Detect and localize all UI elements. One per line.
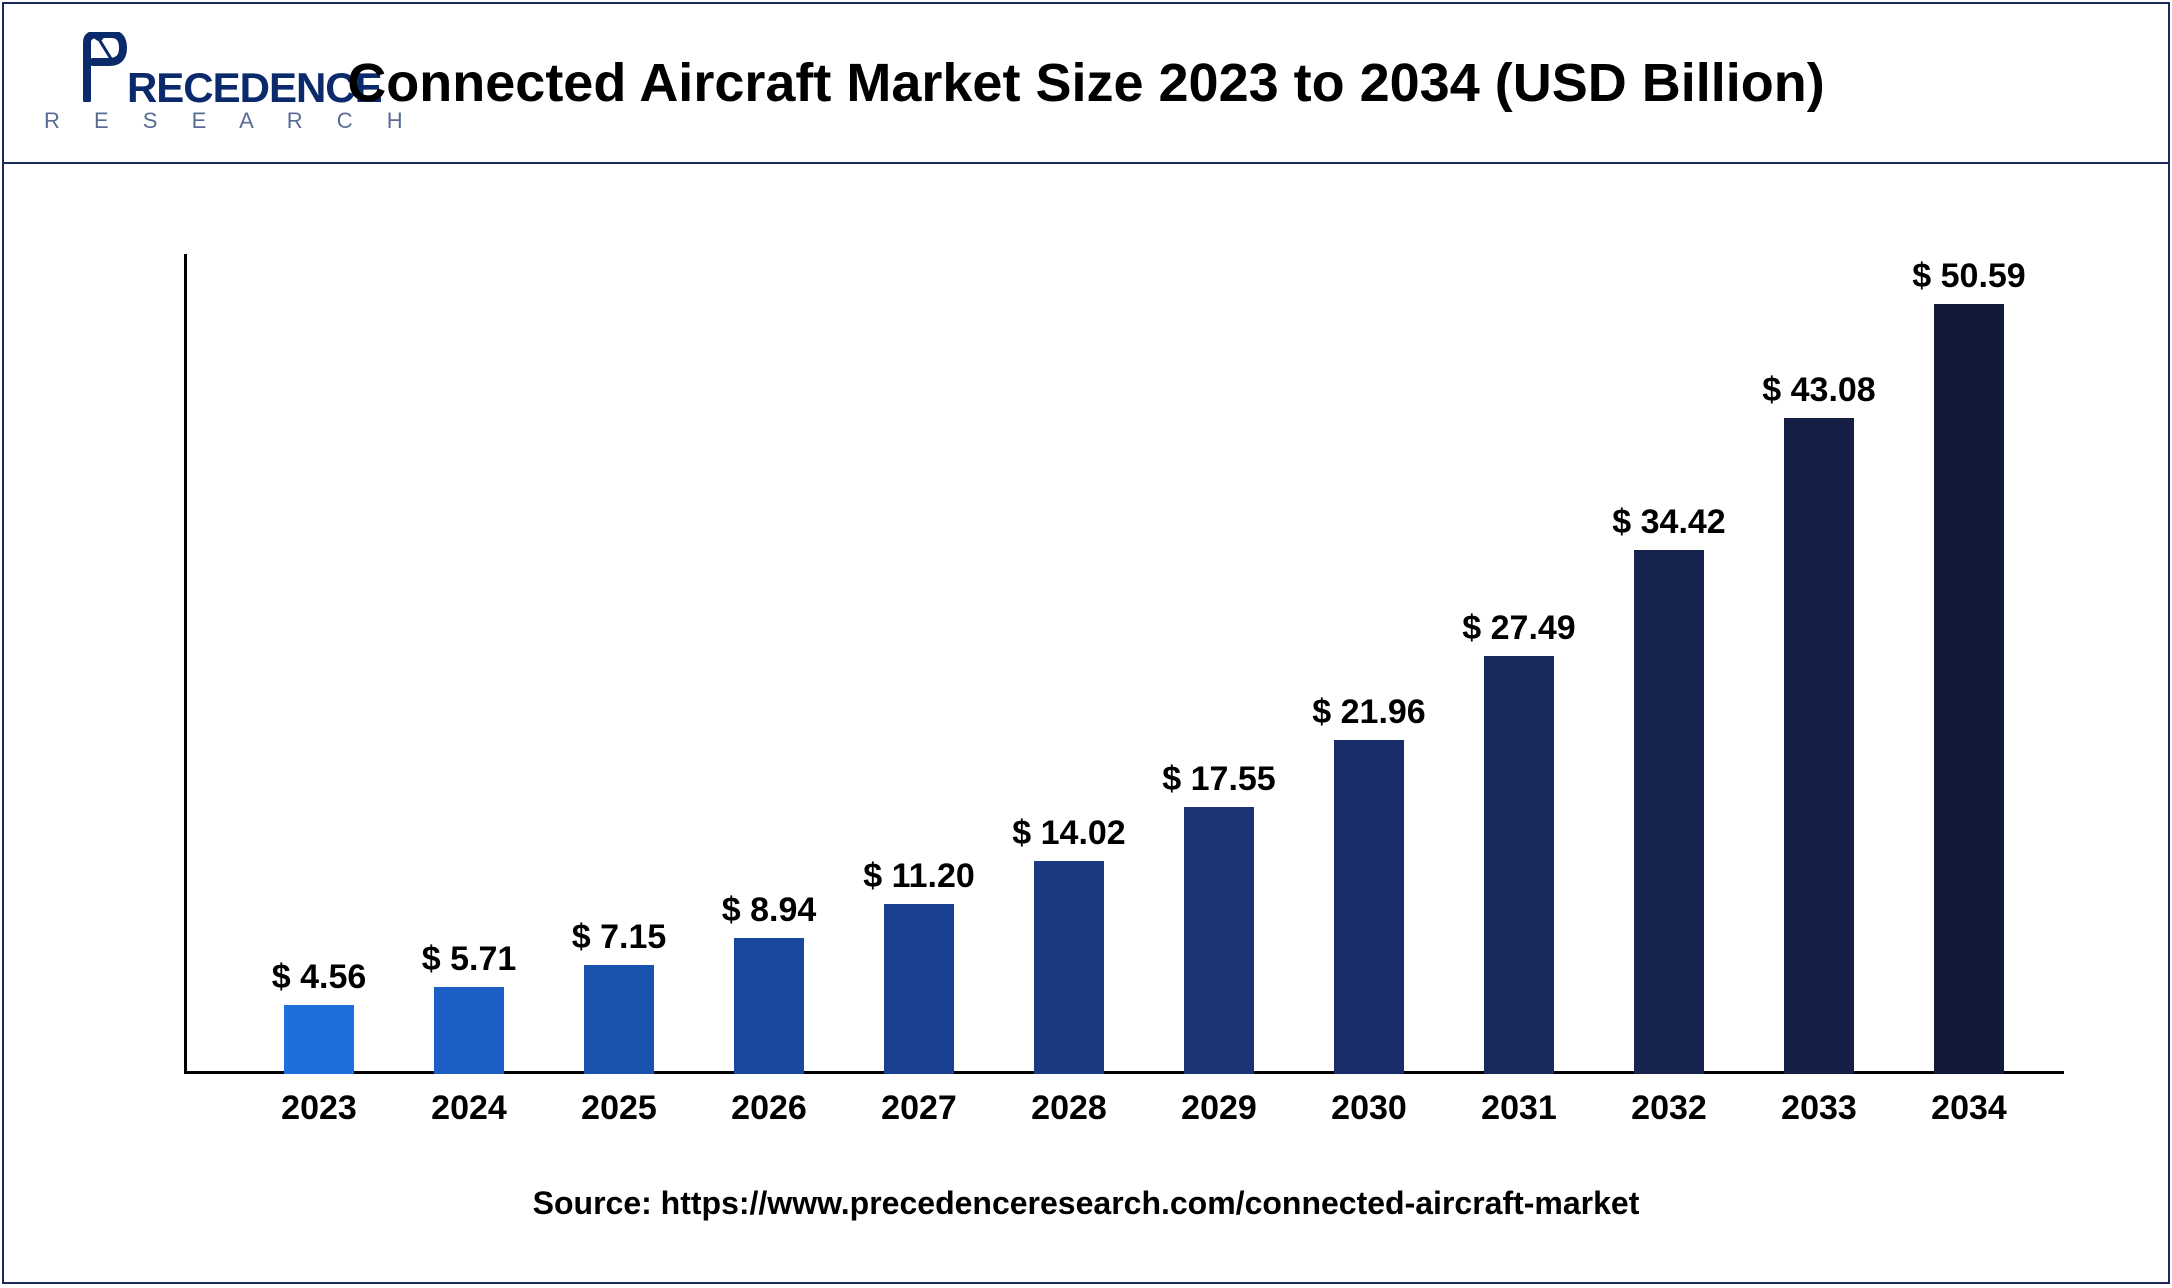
bar-value-label: $ 14.02	[1012, 814, 1125, 853]
bar-group: $ 8.94	[694, 891, 844, 1074]
bar-group: $ 7.15	[544, 918, 694, 1074]
x-tick-label: 2032	[1594, 1089, 1744, 1128]
chart-container: RECEDENCE R E S E A R C H Connected Airc…	[2, 2, 2170, 1284]
bar-value-label: $ 50.59	[1912, 257, 2025, 296]
bar-group: $ 17.55	[1144, 760, 1294, 1074]
logo-top: RECEDENCE	[79, 32, 382, 112]
bar-value-label: $ 7.15	[572, 918, 667, 957]
logo: RECEDENCE R E S E A R C H	[44, 32, 417, 134]
bar-group: $ 43.08	[1744, 371, 1894, 1074]
bar	[1634, 550, 1704, 1074]
x-tick-label: 2033	[1744, 1089, 1894, 1128]
x-tick-label: 2031	[1444, 1089, 1594, 1128]
bar	[434, 987, 504, 1074]
x-tick-label: 2024	[394, 1089, 544, 1128]
bar-group: $ 34.42	[1594, 503, 1744, 1074]
bar-value-label: $ 21.96	[1312, 693, 1425, 732]
logo-main-text: RECEDENCE	[127, 64, 382, 112]
bar	[1334, 740, 1404, 1074]
x-tick-label: 2026	[694, 1089, 844, 1128]
bar	[1784, 418, 1854, 1074]
bar	[1184, 807, 1254, 1074]
bar-value-label: $ 11.20	[863, 857, 975, 896]
bar-value-label: $ 34.42	[1612, 503, 1725, 542]
source-text: Source: https://www.precedenceresearch.c…	[4, 1185, 2168, 1222]
bar-value-label: $ 5.71	[422, 940, 517, 979]
bar-group: $ 11.20	[844, 857, 994, 1074]
bar-value-label: $ 27.49	[1462, 609, 1575, 648]
bar	[1934, 304, 2004, 1074]
x-tick-label: 2028	[994, 1089, 1144, 1128]
bar	[284, 1005, 354, 1074]
x-tick-label: 2034	[1894, 1089, 2044, 1128]
bar	[584, 965, 654, 1074]
bar	[1484, 656, 1554, 1074]
bars-container: $ 4.56 $ 5.71 $ 7.15 $ 8.94 $ 11.20 $ 14.02 $ …	[184, 254, 2064, 1074]
header: RECEDENCE R E S E A R C H Connected Airc…	[4, 4, 2168, 164]
bar	[884, 904, 954, 1074]
x-tick-label: 2027	[844, 1089, 994, 1128]
bar-value-label: $ 43.08	[1762, 371, 1875, 410]
bar-value-label: $ 4.56	[272, 958, 367, 997]
logo-p-icon	[79, 32, 127, 102]
logo-sub-text: R E S E A R C H	[44, 108, 417, 134]
bar	[734, 938, 804, 1074]
bar	[1034, 861, 1104, 1074]
bar-group: $ 21.96	[1294, 693, 1444, 1074]
x-tick-label: 2029	[1144, 1089, 1294, 1128]
bar-group: $ 27.49	[1444, 609, 1594, 1074]
bar-value-label: $ 17.55	[1162, 760, 1275, 799]
x-tick-label: 2023	[244, 1089, 394, 1128]
bar-group: $ 50.59	[1894, 257, 2044, 1074]
x-tick-label: 2030	[1294, 1089, 1444, 1128]
x-axis-labels: 2023202420252026202720282029203020312032…	[184, 1089, 2064, 1128]
bar-group: $ 5.71	[394, 940, 544, 1074]
bar-group: $ 4.56	[244, 958, 394, 1074]
bar-value-label: $ 8.94	[722, 891, 817, 930]
bar-group: $ 14.02	[994, 814, 1144, 1074]
plot-area: $ 4.56 $ 5.71 $ 7.15 $ 8.94 $ 11.20 $ 14.02 $ …	[184, 254, 2064, 1074]
x-tick-label: 2025	[544, 1089, 694, 1128]
